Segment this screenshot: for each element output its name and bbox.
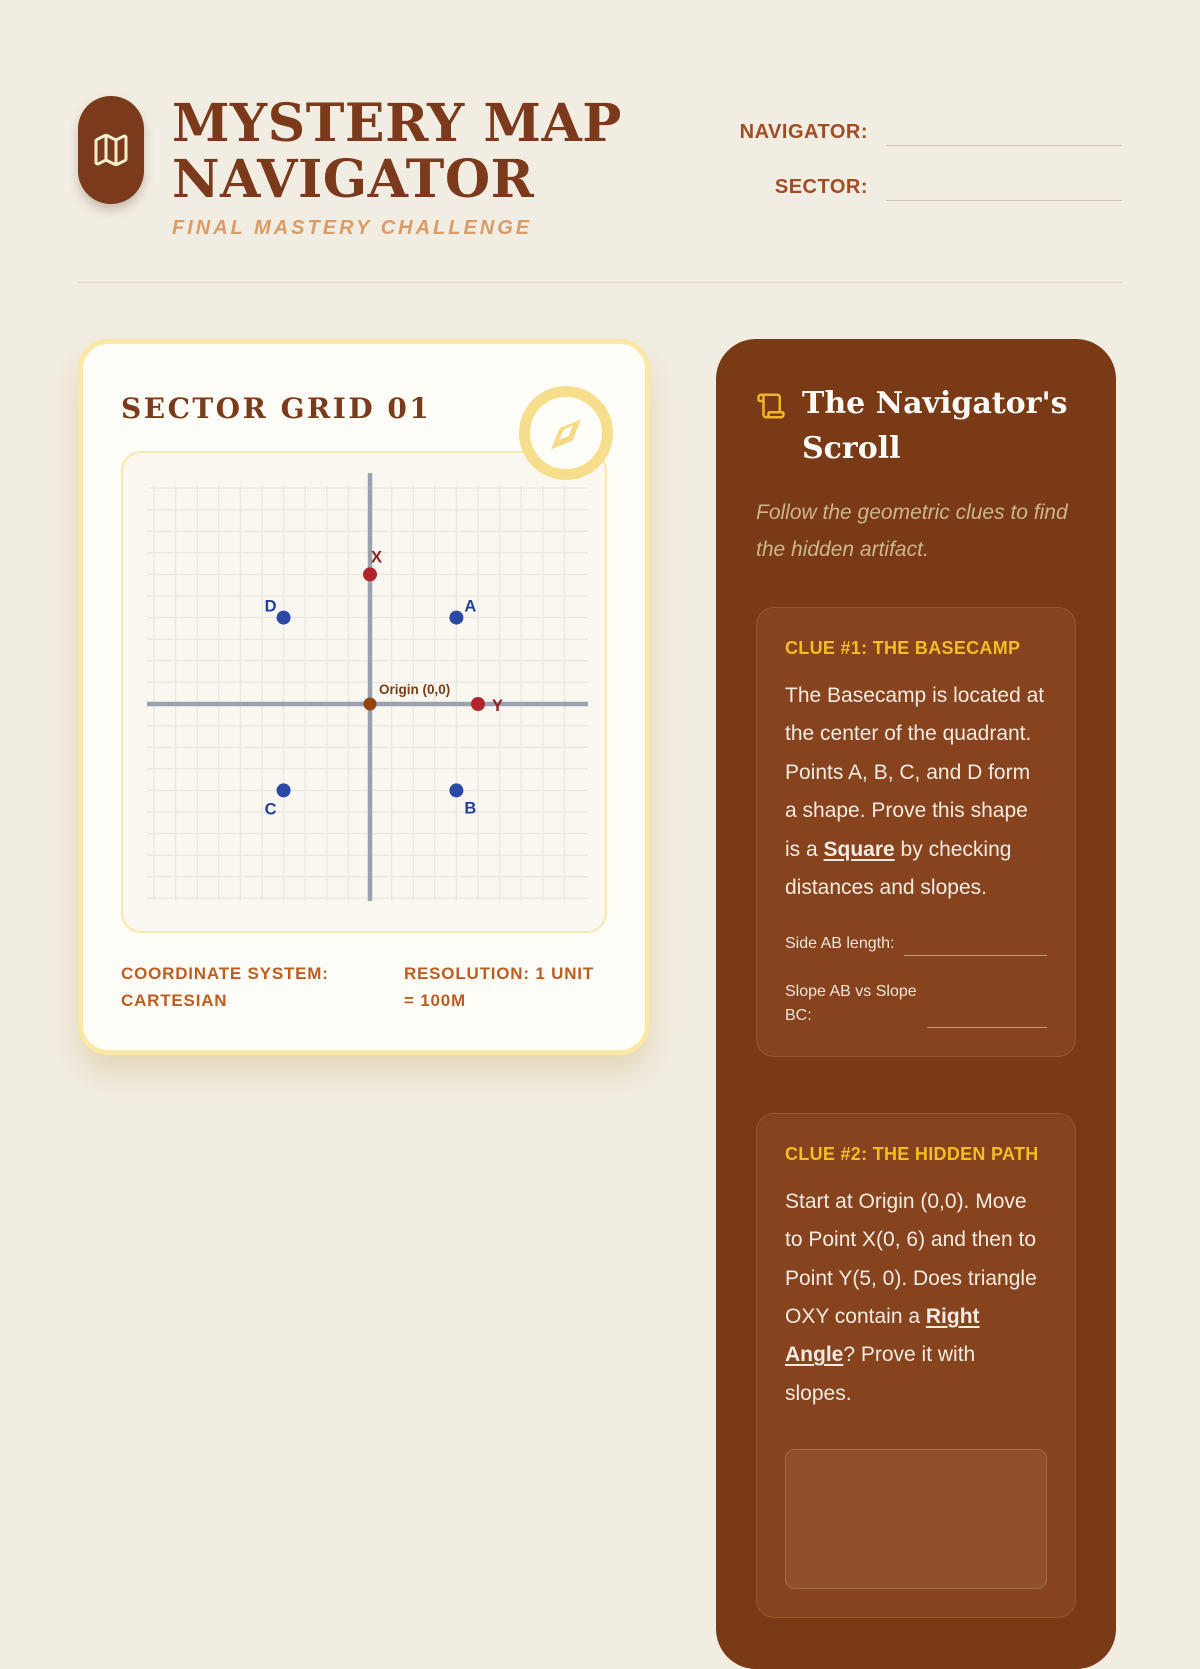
grid-point-label-A: A (464, 598, 476, 616)
compass-icon (519, 386, 613, 481)
scroll-panel-title: The Navigator's Scroll (802, 386, 1068, 467)
map-icon (94, 133, 128, 167)
navigators-scroll-panel: The Navigator's Scroll Follow the geomet… (716, 339, 1116, 1669)
navigator-field-label: NAVIGATOR: (739, 121, 868, 143)
coordinate-grid-svg: X A D B C Y Origin (0,0) (147, 473, 588, 902)
app-logo (78, 96, 144, 204)
clue-body: The Basecamp is located at the center of… (785, 677, 1047, 908)
clue-text: by checking distances and slopes. (785, 837, 1012, 900)
clue-heading: CLUE #2: THE HIDDEN PATH (785, 1143, 1039, 1164)
clue-text: ? Prove it with slopes. (785, 1343, 976, 1405)
clue-input-row: Side AB length: (785, 932, 1047, 956)
resolution-label: RESOLUTION: 1 UNIT = 100M (403, 964, 595, 1010)
sector-grid-title: SECTOR GRID 01 (121, 392, 432, 426)
clue-answer-blank[interactable] (904, 934, 1047, 956)
header-fields: NAVIGATOR: SECTOR: (700, 96, 1122, 228)
navigator-field-input[interactable] (886, 118, 1122, 146)
coordinate-system-label: COORDINATE SYSTEM: CARTESIAN (121, 964, 329, 1010)
navigator-field-row: NAVIGATOR: (700, 118, 1122, 146)
sector-field-row: SECTOR: (700, 173, 1122, 201)
grid-point-C (276, 783, 291, 798)
grid-point-X (363, 567, 377, 582)
clue-input-label: Slope AB vs Slope BC: (785, 982, 917, 1024)
grid-point-label-origin: Origin (0,0) (379, 682, 450, 697)
main-content: SECTOR GRID 01 X A D B C Y Origin (0,0) COORDI… (78, 339, 1122, 1669)
clue-body: Start at Origin (0,0). Move to Point X(0… (785, 1183, 1047, 1414)
clue-keyword: Right Angle (785, 1304, 980, 1367)
scroll-panel-subtitle: Follow the geometric clues to find the h… (756, 501, 1068, 562)
sector-grid-card: SECTOR GRID 01 X A D B C Y Origin (0,0) COORDI… (78, 339, 650, 1055)
header: MYSTERY MAP NAVIGATOR FINAL MASTERY CHAL… (78, 0, 1122, 240)
coordinate-grid: X A D B C Y Origin (0,0) (121, 451, 607, 934)
page-title: MYSTERY MAP NAVIGATOR (172, 93, 622, 211)
page-subtitle: FINAL MASTERY CHALLENGE (172, 217, 533, 240)
sector-field-input[interactable] (886, 173, 1122, 201)
header-divider (78, 282, 1122, 284)
clue-heading: CLUE #1: THE BASECAMP (785, 637, 1021, 658)
clue-answer-textarea[interactable] (785, 1449, 1047, 1590)
compass-needle-icon (551, 419, 581, 450)
grid-point-label-Y: Y (492, 697, 503, 715)
clue-box-1: CLUE #1: THE BASECAMP The Basecamp is loc… (756, 606, 1076, 1057)
grid-point-Y (471, 697, 485, 712)
clue-input-row: Slope AB vs Slope BC: (785, 980, 1047, 1028)
grid-point-A (449, 610, 464, 625)
page-title-line1: MYSTERY MAP (172, 93, 622, 154)
clue-text: Start at Origin (0,0). Move to Point X(0… (785, 1189, 1037, 1328)
grid-point-origin (363, 697, 377, 711)
grid-point-D (276, 610, 291, 625)
grid-point-label-C: C (265, 801, 277, 819)
sector-field-label: SECTOR: (774, 176, 868, 198)
grid-point-label-D: D (265, 598, 277, 616)
clue-answer-blank[interactable] (927, 1006, 1047, 1028)
grid-point-label-B: B (464, 800, 476, 818)
clue-keyword: Square (823, 837, 895, 861)
scroll-panel-header: The Navigator's Scroll (756, 381, 1076, 471)
grid-point-B (449, 783, 464, 798)
clue-input-label: Side AB length: (785, 934, 895, 952)
clues-container: CLUE #1: THE BASECAMP The Basecamp is loc… (756, 606, 1076, 1619)
scroll-icon (757, 393, 785, 419)
title-block: MYSTERY MAP NAVIGATOR FINAL MASTERY CHAL… (172, 93, 622, 240)
page-title-line2: NAVIGATOR (172, 149, 535, 211)
map-card-footer: COORDINATE SYSTEM: CARTESIAN RESOLUTION:… (121, 961, 607, 1014)
clue-box-2: CLUE #2: THE HIDDEN PATH Start at Origin … (756, 1112, 1076, 1619)
grid-point-label-X: X (371, 549, 382, 567)
clue-text: The Basecamp is located at the center of… (785, 684, 1045, 861)
